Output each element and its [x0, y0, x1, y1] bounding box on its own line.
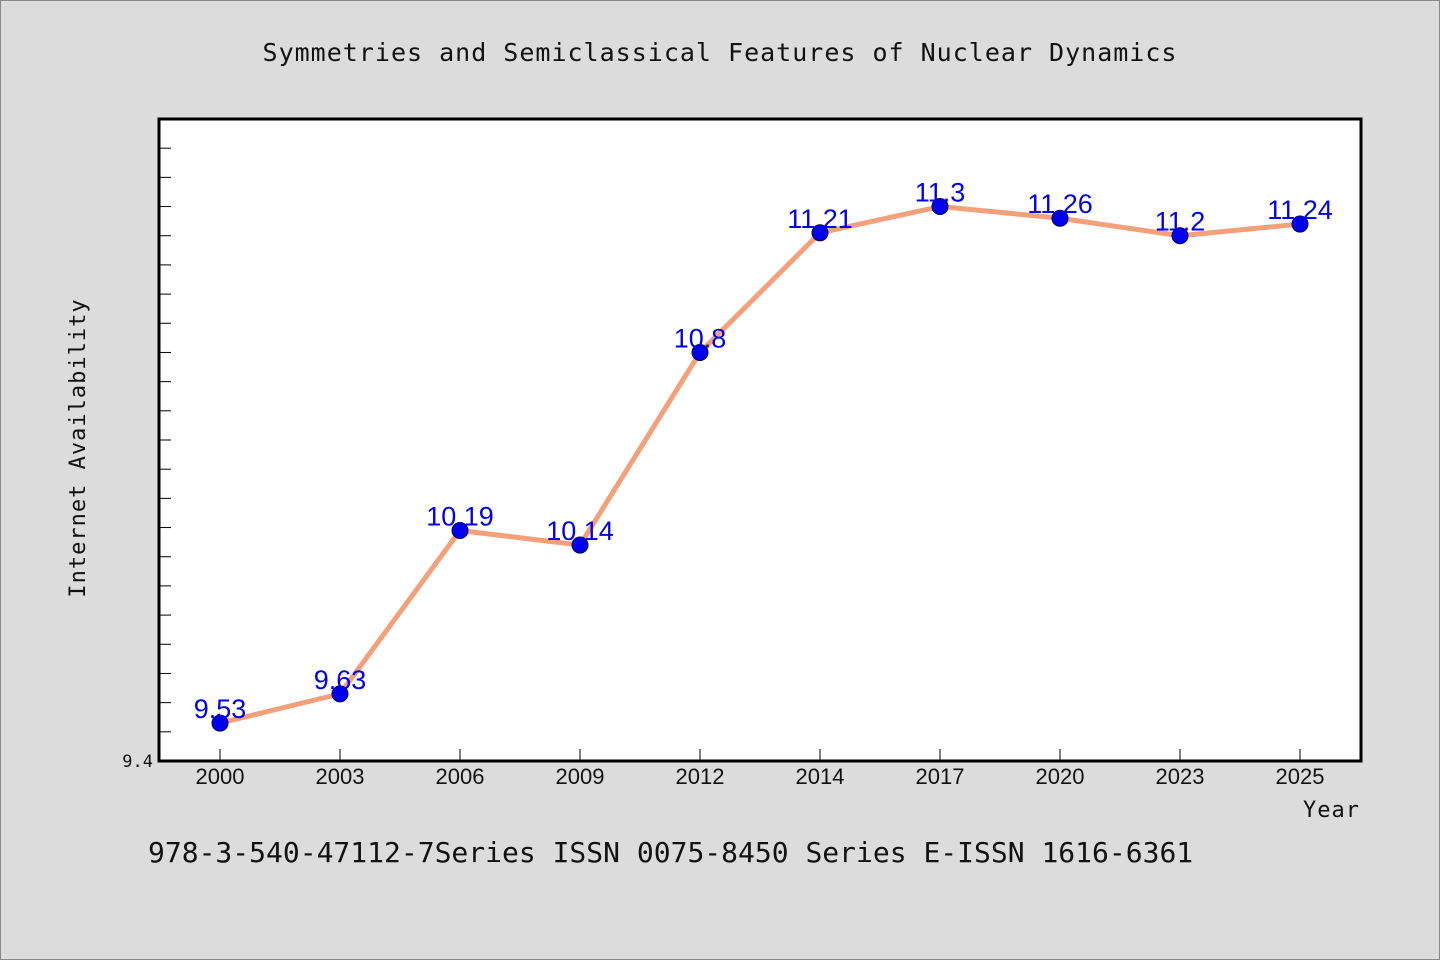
- data-label: 11.21: [787, 204, 853, 234]
- x-tick-label: 2023: [1156, 764, 1205, 789]
- data-point: [451, 521, 469, 539]
- data-label: 11.24: [1267, 195, 1333, 225]
- x-axis-label: Year: [1303, 798, 1360, 823]
- data-point: [1291, 215, 1309, 233]
- data-point: [931, 198, 949, 216]
- data-point: [571, 536, 589, 554]
- data-point: [1171, 227, 1189, 245]
- x-tick-label: 2009: [556, 764, 605, 789]
- x-tick-label: 2003: [316, 764, 365, 789]
- data-label: 10.8: [674, 323, 727, 353]
- x-tick-label: 2014: [796, 764, 845, 789]
- data-point: [691, 343, 709, 361]
- chart-title: Symmetries and Semiclassical Features of…: [263, 38, 1178, 67]
- x-tick-label: 2020: [1036, 764, 1085, 789]
- data-point: [811, 224, 829, 242]
- data-label: 9.63: [314, 665, 367, 695]
- y-tick-label: 9.4: [122, 752, 153, 772]
- x-tick-label: 2017: [916, 764, 965, 789]
- data-label: 11.2: [1155, 207, 1206, 237]
- data-point: [331, 685, 349, 703]
- data-label: 11.3: [915, 178, 966, 208]
- x-tick-label: 2000: [196, 764, 245, 789]
- series-layer: 9.53 9.63 10.19 10.14 10.8 11.21 11.3 11.26 11.2…: [194, 178, 1333, 732]
- x-tick-label: 2006: [436, 764, 485, 789]
- data-point: [211, 714, 229, 732]
- y-axis-ticks: 9.4: [122, 147, 171, 772]
- data-label: 10.14: [546, 516, 614, 546]
- data-label: 11.26: [1027, 189, 1093, 219]
- x-tick-label: 2025: [1276, 764, 1325, 789]
- plot-area: [157, 117, 1363, 763]
- data-point: [1051, 209, 1069, 227]
- x-axis-ticks: 2000 2003 2006 2009 2012 2014 2017 2020 2023 2025: [196, 749, 1325, 789]
- data-label: 10.19: [426, 501, 494, 531]
- y-axis-label: Internet Availability: [66, 298, 91, 597]
- data-label: 9.53: [194, 694, 247, 724]
- footer-isbn-text: 978-3-540-47112-7Series ISSN 0075-8450 S…: [148, 836, 1193, 869]
- series-line: [219, 204, 1301, 726]
- x-tick-label: 2012: [676, 764, 725, 789]
